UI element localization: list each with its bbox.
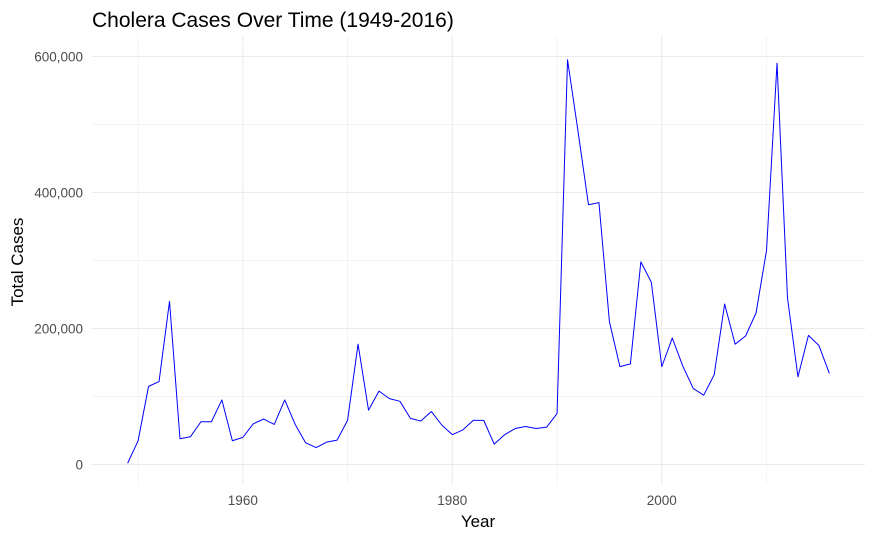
tick-labels: 0 200,000 400,000 600,000 1960 1980 2000	[34, 49, 677, 508]
x-tick-label: 1980	[437, 493, 467, 508]
chart-title: Cholera Cases Over Time (1949-2016)	[92, 9, 454, 32]
y-tick-label: 200,000	[34, 322, 83, 337]
y-tick-label: 0	[75, 458, 83, 473]
x-tick-label: 2000	[647, 493, 677, 508]
y-tick-label: 400,000	[34, 185, 83, 200]
grid-lines	[92, 36, 865, 485]
x-tick-label: 1960	[228, 493, 258, 508]
y-axis-title: Total Cases	[8, 218, 27, 307]
cholera-cases-line	[127, 59, 830, 464]
x-axis-title: Year	[461, 512, 496, 531]
y-tick-label: 600,000	[34, 49, 83, 64]
